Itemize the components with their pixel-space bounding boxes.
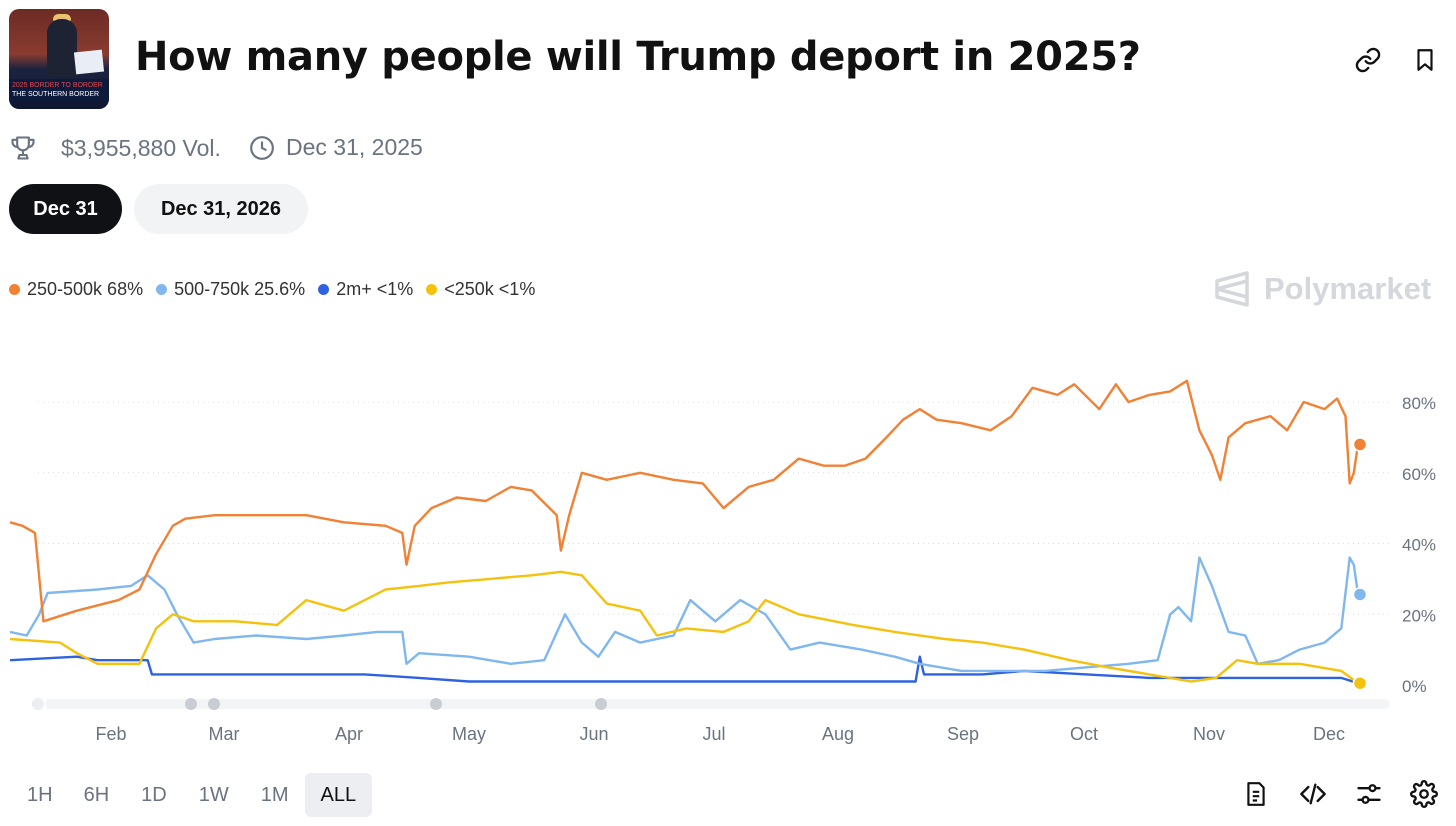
gear-icon[interactable] bbox=[1410, 780, 1438, 808]
series-line bbox=[9, 570, 1359, 685]
scrubber-marker[interactable] bbox=[32, 698, 44, 710]
thumbnail-banner: 2025 BORDER TO BORDER THE SOUTHERN BORDE… bbox=[9, 79, 109, 101]
legend-label: 250-500k 68% bbox=[27, 279, 144, 299]
scrubber-marker[interactable] bbox=[595, 698, 607, 710]
range-1h[interactable]: 1H bbox=[27, 783, 53, 806]
document-icon[interactable] bbox=[1242, 780, 1270, 808]
legend-label: 2m+ <1% bbox=[336, 279, 414, 299]
range-1d[interactable]: 1D bbox=[141, 783, 167, 806]
volume-meta: $3,955,880 Vol. bbox=[9, 134, 221, 162]
chart-series bbox=[9, 379, 1368, 691]
x-tick-label: Mar bbox=[209, 724, 240, 744]
range-1w[interactable]: 1W bbox=[198, 783, 229, 806]
x-tick-label: Oct bbox=[1070, 724, 1098, 744]
brand-name: Polymarket bbox=[1264, 271, 1432, 306]
x-tick-label: Feb bbox=[95, 724, 126, 744]
series-line bbox=[9, 379, 1360, 623]
thumbnail-caption-bottom: THE SOUTHERN BORDER bbox=[12, 91, 100, 98]
tab-dec-31[interactable]: Dec 31 bbox=[9, 184, 122, 234]
y-tick-label: 20% bbox=[1402, 606, 1436, 625]
tab-dec-31-2026[interactable]: Dec 31, 2026 bbox=[134, 184, 308, 234]
series-end-dot bbox=[1352, 675, 1368, 691]
legend-item-2m: 2m+ <1% bbox=[318, 279, 413, 300]
chart-grid bbox=[38, 401, 1390, 615]
page-title: How many people will Trump deport in 202… bbox=[135, 34, 1141, 80]
series-end-dot bbox=[1352, 437, 1368, 452]
line-chart[interactable]: 0% 20% 40% 60% 80% Feb Mar Apr May Jun Jul Aug Sep O… bbox=[0, 330, 1456, 760]
legend-dot bbox=[318, 284, 330, 295]
range-1m[interactable]: 1M bbox=[260, 783, 289, 806]
legend-dot bbox=[156, 284, 168, 295]
clock-icon bbox=[250, 135, 274, 160]
x-tick-label: Apr bbox=[335, 724, 363, 744]
legend-dot bbox=[9, 284, 20, 295]
x-tick-label: Jul bbox=[702, 724, 725, 744]
range-all[interactable]: ALL bbox=[304, 773, 373, 817]
y-tick-label: 80% bbox=[1402, 394, 1436, 413]
scrubber-marker[interactable] bbox=[208, 698, 220, 710]
trophy-icon bbox=[11, 136, 35, 160]
legend-item-250-500k: 250-500k 68% bbox=[9, 279, 143, 300]
x-tick-label: Jun bbox=[579, 724, 608, 744]
series-end-dot bbox=[1352, 587, 1368, 602]
link-icon[interactable] bbox=[1352, 44, 1384, 76]
scrubber-marker[interactable] bbox=[430, 698, 442, 710]
x-tick-label: Dec bbox=[1313, 724, 1345, 744]
x-axis-ticks: Feb Mar Apr May Jun Jul Aug Sep Oct Nov Dec bbox=[95, 724, 1345, 744]
time-range-selector: 1H 6H 1D 1W 1M ALL bbox=[12, 773, 373, 817]
polymarket-watermark: Polymarket bbox=[1214, 270, 1431, 308]
volume-text: $3,955,880 Vol. bbox=[61, 134, 221, 161]
x-tick-label: Nov bbox=[1193, 724, 1225, 744]
legend-item-500-750k: 500-750k 25.6% bbox=[156, 279, 305, 300]
end-date-text: Dec 31, 2025 bbox=[286, 134, 423, 160]
y-tick-label: 60% bbox=[1402, 465, 1436, 484]
code-icon[interactable] bbox=[1298, 780, 1328, 808]
chart-legend: 250-500k 68% 500-750k 25.6% 2m+ <1% <250… bbox=[9, 279, 548, 300]
series-line bbox=[9, 556, 1360, 673]
polymarket-logo-icon bbox=[1215, 271, 1249, 307]
end-date-meta: Dec 31, 2025 bbox=[249, 134, 423, 161]
y-axis-ticks: 0% 20% 40% 60% 80% bbox=[1402, 394, 1436, 696]
timeline-scrubber[interactable] bbox=[32, 698, 1390, 710]
range-6h[interactable]: 6H bbox=[83, 783, 110, 806]
legend-label: <250k <1% bbox=[444, 279, 536, 299]
market-thumbnail: 2025 BORDER TO BORDER THE SOUTHERN BORDE… bbox=[9, 9, 109, 109]
legend-dot bbox=[426, 284, 438, 295]
bookmark-icon[interactable] bbox=[1409, 44, 1441, 76]
sliders-icon[interactable] bbox=[1354, 780, 1384, 808]
x-tick-label: May bbox=[452, 724, 486, 744]
x-tick-label: Aug bbox=[822, 724, 854, 744]
scrubber-track[interactable] bbox=[45, 699, 1390, 709]
y-tick-label: 0% bbox=[1402, 677, 1427, 696]
series-line bbox=[9, 655, 1359, 685]
y-tick-label: 40% bbox=[1402, 536, 1436, 555]
legend-item-under-250k: <250k <1% bbox=[426, 279, 535, 300]
thumbnail-caption-top: 2025 BORDER TO BORDER bbox=[12, 82, 103, 89]
x-tick-label: Sep bbox=[947, 724, 979, 744]
scrubber-marker[interactable] bbox=[185, 698, 197, 710]
legend-label: 500-750k 25.6% bbox=[174, 279, 306, 299]
